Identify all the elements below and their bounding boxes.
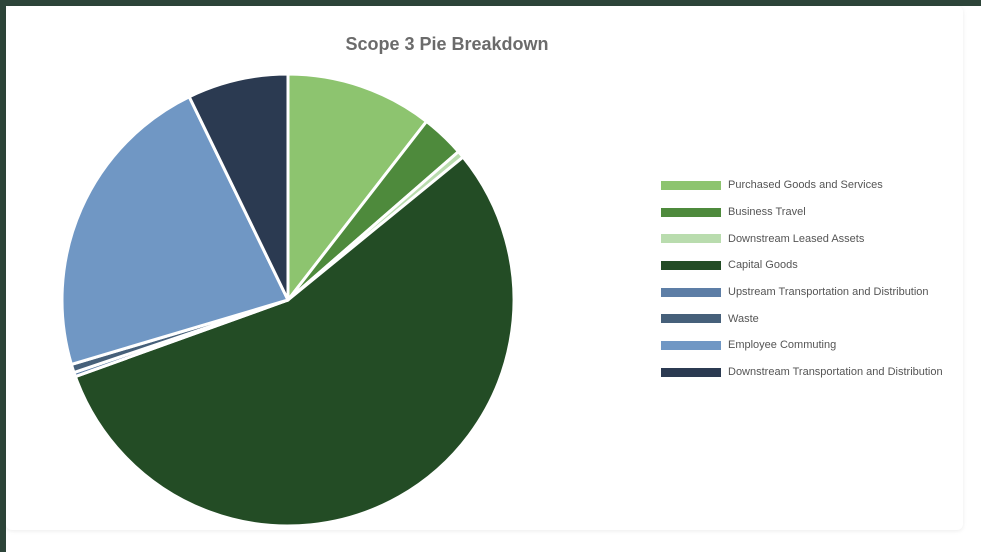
- legend-swatch: [661, 180, 721, 190]
- legend-swatch: [661, 314, 721, 324]
- chart-card: Scope 3 Pie Breakdown Purchased Goods an…: [6, 6, 963, 530]
- legend-swatch: [661, 340, 721, 350]
- legend-item[interactable]: Upstream Transportation and Distribution: [661, 279, 971, 306]
- legend-item[interactable]: Capital Goods: [661, 252, 971, 279]
- legend-swatch: [661, 287, 721, 297]
- legend-label: Business Travel: [728, 206, 806, 219]
- legend-label: Downstream Leased Assets: [728, 232, 865, 245]
- pie-slice-employee-commuting[interactable]: [60, 95, 290, 366]
- legend-label: Employee Commuting: [728, 339, 837, 352]
- legend-swatch: [661, 367, 721, 377]
- pie-chart: [60, 72, 516, 528]
- legend-swatch: [661, 207, 721, 217]
- pie-slice-capital-goods[interactable]: [73, 155, 516, 528]
- pie-slice-downstream-transportation-and-distribution[interactable]: [187, 72, 290, 302]
- app-frame: Scope 3 Pie Breakdown Purchased Goods an…: [6, 6, 981, 552]
- legend-item[interactable]: Business Travel: [661, 199, 971, 226]
- legend-item[interactable]: Waste: [661, 305, 971, 332]
- legend-item[interactable]: Downstream Transportation and Distributi…: [661, 359, 971, 386]
- chart-legend: Purchased Goods and Services Business Tra…: [661, 172, 971, 386]
- legend-item[interactable]: Employee Commuting: [661, 332, 971, 359]
- legend-swatch: [661, 234, 721, 244]
- legend-item[interactable]: Downstream Leased Assets: [661, 225, 971, 252]
- legend-label: Purchased Goods and Services: [728, 179, 883, 192]
- legend-label: Capital Goods: [728, 259, 798, 272]
- legend-label: Upstream Transportation and Distribution: [728, 286, 929, 299]
- legend-item[interactable]: Purchased Goods and Services: [661, 172, 971, 199]
- legend-label: Waste: [728, 312, 759, 325]
- pie-slice-purchased-goods-and-services[interactable]: [286, 72, 429, 302]
- legend-label: Downstream Transportation and Distributi…: [728, 366, 943, 379]
- legend-swatch: [661, 260, 721, 270]
- chart-title: Scope 3 Pie Breakdown: [345, 34, 549, 54]
